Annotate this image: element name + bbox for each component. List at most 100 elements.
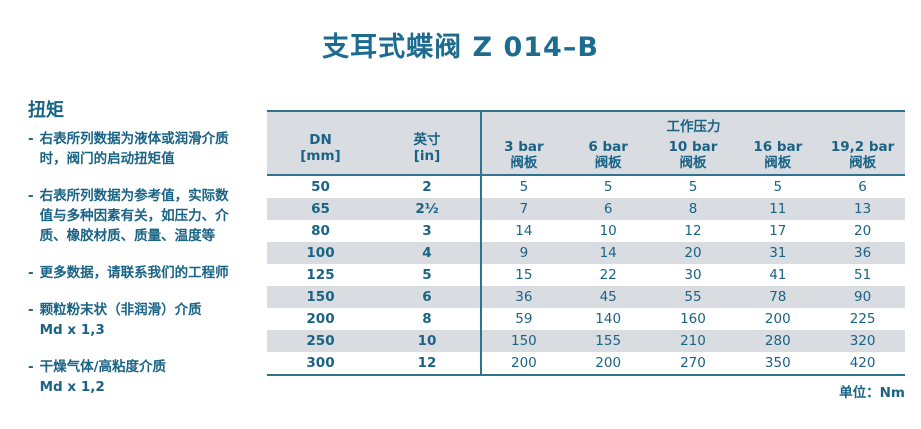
cell-torque: 420 — [849, 355, 876, 371]
cell-torque: 41 — [769, 267, 787, 283]
pressure-column-header: 6 bar 阀板 — [565, 137, 651, 175]
table-row: 300 12 200 200 270 350 420 — [267, 352, 905, 375]
cell-dn: 80 — [311, 223, 330, 239]
cell-inch: 10 — [417, 333, 437, 349]
cell-torque: 7 — [480, 198, 566, 220]
cell-torque: 20 — [684, 245, 702, 261]
cell-torque: 14 — [480, 220, 566, 242]
pressure-column-header: 3 bar 阀板 — [480, 137, 566, 175]
cell-torque: 30 — [684, 267, 702, 283]
notes-column: 扭矩 - 右表所列数据为液体或润滑介质 时，阀门的启动扭矩值 - 右表所列数据为参考值… — [28, 96, 262, 414]
cell-inch: 5 — [422, 267, 432, 283]
pressure-column-header: 16 bar 阀板 — [735, 137, 821, 175]
cell-torque: 14 — [599, 245, 617, 261]
cell-dn: 150 — [306, 289, 335, 305]
note-bullet: - — [28, 302, 34, 318]
cell-torque: 90 — [854, 289, 872, 305]
note-bullet: - — [28, 188, 34, 204]
cell-torque: 45 — [599, 289, 617, 305]
note-item: - 右表所列数据为参考值，实际数 值与多种因素有关，如压力、介 质、橡胶材质、质量… — [28, 186, 262, 246]
column-header-inch-line2: [in] — [413, 148, 441, 164]
cell-torque: 200 — [595, 355, 622, 371]
cell-torque: 31 — [769, 245, 787, 261]
cell-dn: 250 — [306, 333, 335, 349]
torque-table-container: DN [mm] 英寸 [in] 工作压力 3 bar 阀板 6 bar 阀板 10 ba… — [267, 110, 905, 376]
cell-torque: 36 — [854, 245, 872, 261]
page-title: 支耳式蝶阀 Z 014–B — [322, 32, 599, 63]
table-row: 80 3 14 10 12 17 20 — [267, 220, 905, 242]
pressure-header-bar: 6 bar — [588, 139, 628, 155]
column-header-inch: 英寸 [in] — [374, 111, 481, 175]
cell-torque: 13 — [854, 201, 872, 217]
table-row: 250 10 150 155 210 280 320 — [267, 330, 905, 352]
note-bullet: - — [28, 131, 34, 147]
cell-torque: 5 — [480, 175, 566, 198]
cell-torque: 5 — [688, 179, 698, 195]
note-item: - 干燥气体/高粘度介质 Md x 1,2 — [28, 357, 262, 397]
column-header-dn-line1: DN — [309, 132, 332, 148]
note-bullet: - — [28, 359, 34, 375]
cell-torque: 6 — [603, 201, 613, 217]
cell-torque: 10 — [599, 223, 617, 239]
pressure-header-disc: 阀板 — [594, 155, 622, 171]
cell-torque: 12 — [684, 223, 702, 239]
cell-torque: 55 — [684, 289, 702, 305]
pressure-header-bar: 16 bar — [753, 139, 803, 155]
note-item: - 颗粒粉末状（非润滑）介质 Md x 1,3 — [28, 300, 262, 340]
cell-torque: 200 — [764, 311, 791, 327]
pressure-header-disc: 阀板 — [679, 155, 707, 171]
cell-torque: 280 — [764, 333, 791, 349]
note-item: - 更多数据，请联系我们的工程师 — [28, 263, 262, 283]
cell-torque: 320 — [849, 333, 876, 349]
pressure-header-disc: 阀板 — [764, 155, 792, 171]
notes-heading: 扭矩 — [28, 100, 64, 121]
pressure-header-bar: 10 bar — [668, 139, 718, 155]
table-row: 150 6 36 45 55 78 90 — [267, 286, 905, 308]
cell-torque: 350 — [764, 355, 791, 371]
pressure-column-header: 19,2 bar 阀板 — [820, 137, 905, 175]
pressure-header-bar: 19,2 bar — [830, 139, 895, 155]
group-header-working-pressure: 工作压力 — [480, 111, 905, 137]
table-row: 100 4 9 14 20 31 36 — [267, 242, 905, 264]
table-body: 50 2 5 5 5 5 6 65 2½ 7 6 8 11 13 80 3 14 10 12 17 20 100 4 9 14 2… — [267, 175, 905, 375]
note-text: 右表所列数据为液体或润滑介质 时，阀门的启动扭矩值 — [39, 131, 229, 167]
cell-torque: 17 — [769, 223, 787, 239]
cell-torque: 20 — [854, 223, 872, 239]
cell-torque: 15 — [480, 264, 566, 286]
table-row: 50 2 5 5 5 5 6 — [267, 175, 905, 198]
cell-inch: 2 — [422, 179, 432, 195]
table-row: 125 5 15 22 30 41 51 — [267, 264, 905, 286]
pressure-column-header: 10 bar 阀板 — [650, 137, 736, 175]
cell-torque: 36 — [480, 286, 566, 308]
column-header-dn-line2: [mm] — [300, 148, 341, 164]
table-row: 65 2½ 7 6 8 11 13 — [267, 198, 905, 220]
cell-torque: 160 — [680, 311, 706, 327]
cell-torque: 78 — [769, 289, 787, 305]
cell-torque: 11 — [769, 201, 787, 217]
note-text: 更多数据，请联系我们的工程师 — [39, 265, 229, 281]
column-header-dn: DN [mm] — [267, 111, 374, 175]
cell-torque: 5 — [773, 179, 783, 195]
cell-torque: 5 — [603, 179, 613, 195]
cell-dn: 300 — [306, 355, 335, 371]
pressure-header-row: 3 bar 阀板 6 bar 阀板 10 bar 阀板 16 bar 阀板 19,2 bar 阀板 — [267, 137, 905, 175]
cell-torque: 150 — [480, 330, 566, 352]
cell-inch: 6 — [422, 289, 432, 305]
pressure-header-disc: 阀板 — [849, 155, 877, 171]
cell-torque: 200 — [480, 352, 566, 375]
cell-dn: 50 — [311, 179, 330, 195]
pressure-header-disc: 阀板 — [510, 155, 538, 171]
note-text: 颗粒粉末状（非润滑）介质 Md x 1,3 — [39, 302, 202, 338]
torque-table: DN [mm] 英寸 [in] 工作压力 3 bar 阀板 6 bar 阀板 10 ba… — [267, 110, 905, 376]
cell-torque: 8 — [688, 201, 698, 217]
table-header: DN [mm] 英寸 [in] 工作压力 3 bar 阀板 6 bar 阀板 10 ba… — [267, 111, 905, 175]
note-text: 干燥气体/高粘度介质 Md x 1,2 — [39, 359, 167, 395]
cell-torque: 155 — [595, 333, 622, 349]
unit-label: 单位：Nm — [839, 385, 905, 401]
column-header-inch-line1: 英寸 — [413, 132, 441, 148]
cell-torque: 51 — [854, 267, 872, 283]
cell-dn: 65 — [311, 201, 330, 217]
pressure-header-bar: 3 bar — [504, 139, 544, 155]
cell-dn: 125 — [306, 267, 335, 283]
